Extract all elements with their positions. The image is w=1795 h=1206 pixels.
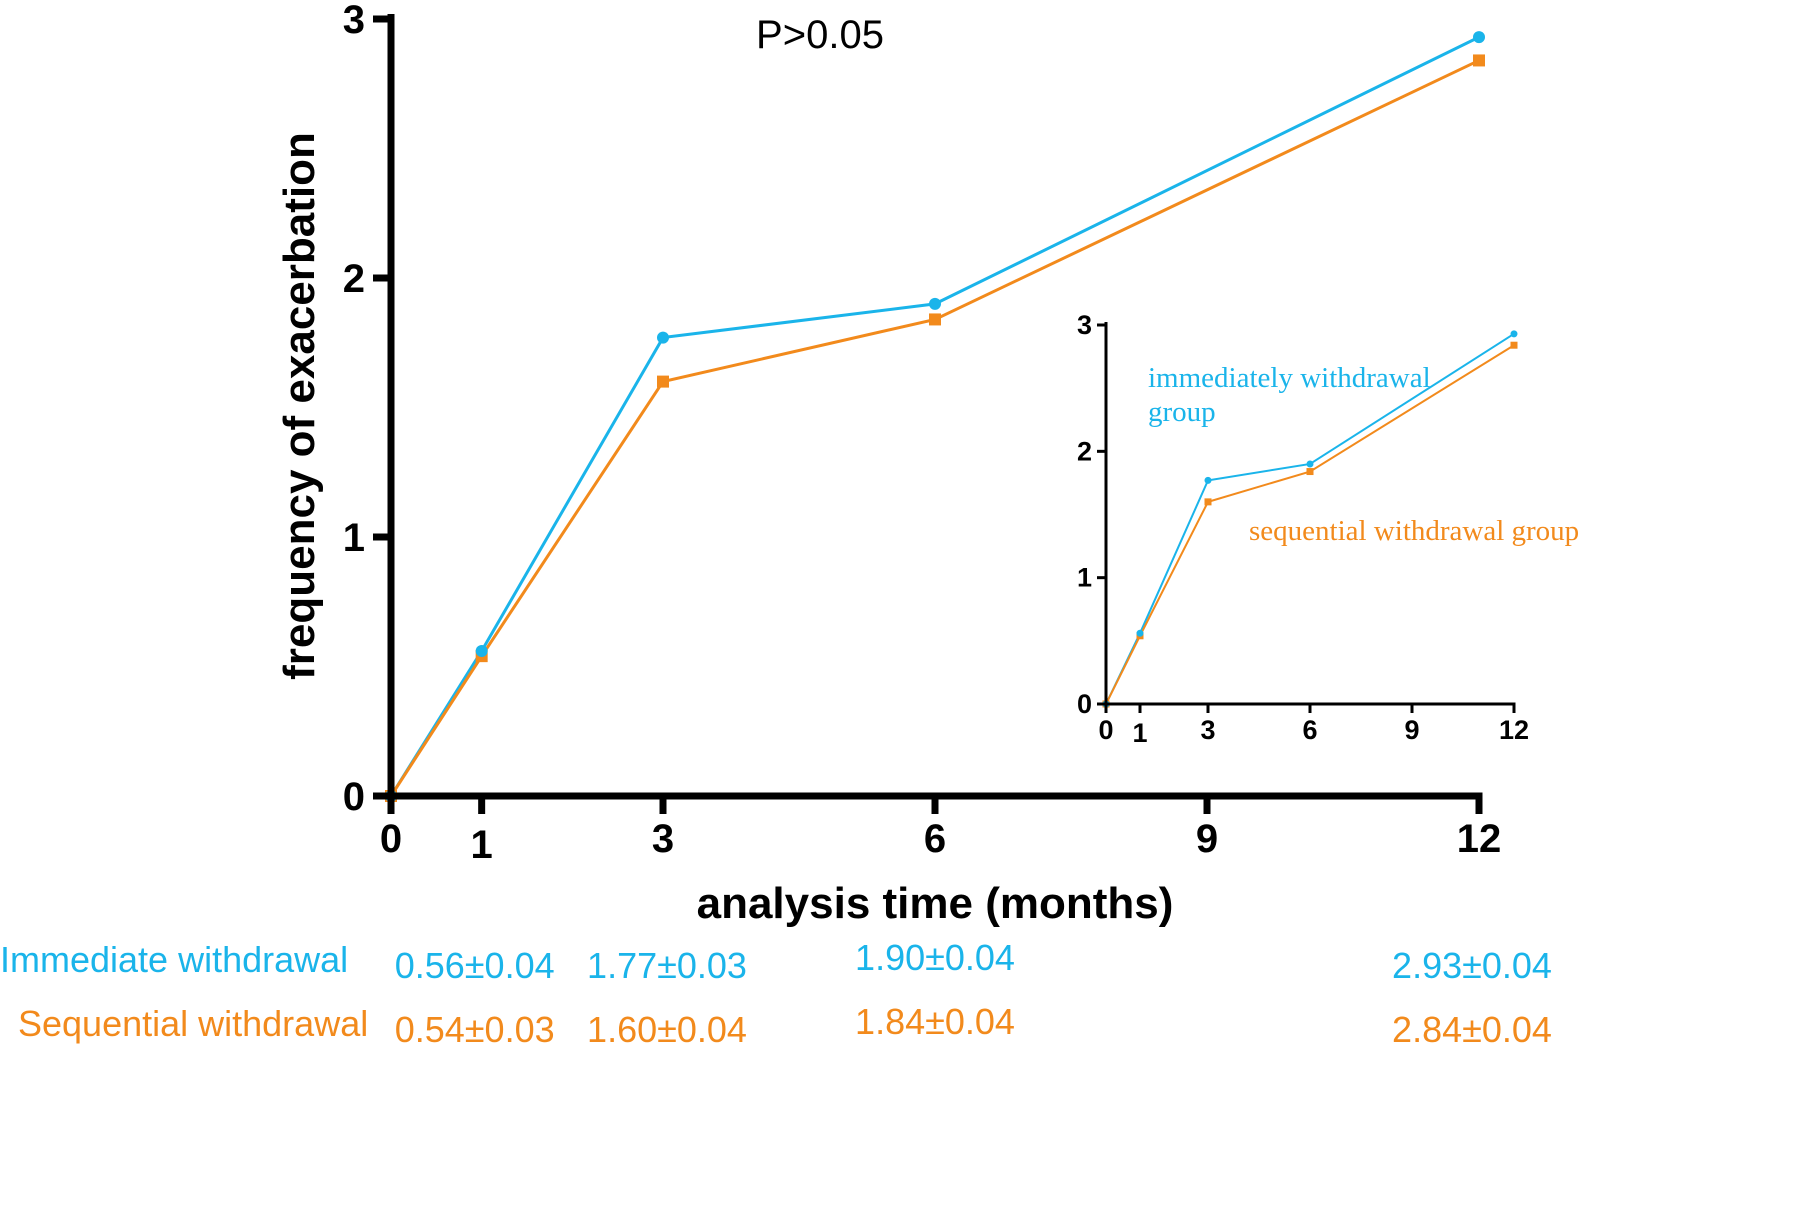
table-cell-r1-c3: 1.90±0.04 xyxy=(855,937,1015,978)
main-point-s2-4 xyxy=(929,313,941,326)
inset-x-tick-label-2: 3 xyxy=(1200,715,1215,745)
main-x-tick-label-4: 9 xyxy=(1196,817,1218,861)
main-x-tick-label-1: 1 xyxy=(471,823,493,867)
main-point-s2-3 xyxy=(657,375,669,388)
table-row-label-1: Immediate withdrawal xyxy=(0,939,348,980)
inset-y-tick-label-2: 2 xyxy=(1077,436,1092,466)
table-row-label-2: Sequential withdrawal xyxy=(18,1003,368,1044)
main-y-tick-label-3: 3 xyxy=(343,0,365,42)
main-point-s2-5 xyxy=(1473,54,1485,67)
inset-point-s1-4 xyxy=(1306,460,1314,468)
p-value-annotation: P>0.05 xyxy=(756,13,884,57)
table-cell-r2-c1: 0.54±0.03 xyxy=(395,1009,555,1050)
main-x-tick-label-3: 6 xyxy=(924,817,946,861)
y-axis-title: frequency of exacerbation xyxy=(275,132,324,680)
inset-x-tick-label-3: 6 xyxy=(1302,715,1317,745)
inset-point-s2-4 xyxy=(1306,468,1314,476)
main-point-s1-3 xyxy=(657,331,669,344)
main-series-line-1 xyxy=(389,35,1480,797)
data-table: Immediate withdrawal 0.56±0.04 1.77±0.03 1.… xyxy=(0,937,1552,1050)
inset-y-tick-label-1: 1 xyxy=(1077,563,1092,593)
inset-legend-immediate-line1: immediately withdrawal xyxy=(1148,362,1431,394)
main-y-tick-label-0: 0 xyxy=(343,775,365,819)
table-cell-r1-c4: 2.93±0.04 xyxy=(1392,945,1552,986)
table-cell-r2-c3: 1.84±0.04 xyxy=(855,1001,1015,1042)
inset-point-s1-3 xyxy=(1204,476,1212,484)
inset-point-s2-3 xyxy=(1204,498,1212,506)
table-cell-r2-c2: 1.60±0.04 xyxy=(587,1009,747,1050)
inset-point-s1-5 xyxy=(1510,330,1518,338)
inset-point-s2-5 xyxy=(1510,341,1518,349)
inset-x-tick-label-0: 0 xyxy=(1098,715,1113,745)
main-point-s1-5 xyxy=(1473,31,1485,44)
table-cell-r1-c2: 1.77±0.03 xyxy=(587,945,747,986)
table-cell-r2-c4: 2.84±0.04 xyxy=(1392,1009,1552,1050)
inset-legend-immediate-line2: group xyxy=(1148,396,1216,428)
main-y-tick-label-2: 2 xyxy=(343,257,365,301)
main-series-line-2 xyxy=(389,59,1480,797)
inset-legend-sequential: sequential withdrawal group xyxy=(1249,515,1579,547)
main-point-s1-4 xyxy=(929,297,941,310)
inset-y-tick-label-3: 3 xyxy=(1077,310,1092,340)
main-x-tick-label-0: 0 xyxy=(380,817,402,861)
inset-x-tick-label-4: 9 xyxy=(1404,715,1419,745)
inset-y-tick-label-0: 0 xyxy=(1077,689,1092,719)
x-axis-title: analysis time (months) xyxy=(697,879,1174,928)
inset-point-s1-2 xyxy=(1136,629,1144,637)
main-point-s1-2 xyxy=(475,644,488,657)
main-x-tick-label-5: 12 xyxy=(1457,817,1502,861)
inset-x-tick-label-1: 1 xyxy=(1132,718,1147,748)
main-y-tick-label-1: 1 xyxy=(343,516,365,560)
main-x-tick-label-2: 3 xyxy=(652,817,674,861)
table-cell-r1-c1: 0.56±0.04 xyxy=(395,945,555,986)
inset-x-tick-label-5: 12 xyxy=(1499,715,1529,745)
